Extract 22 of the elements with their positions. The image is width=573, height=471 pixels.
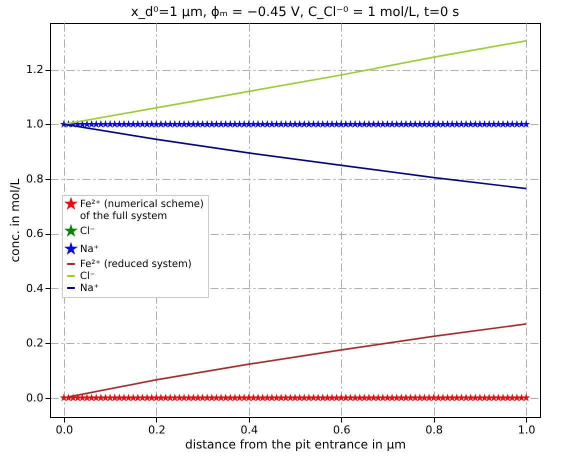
y-tick-label: 1.0 xyxy=(26,118,44,131)
x-tick-label: 0.0 xyxy=(56,424,74,436)
legend-label: Fe²⁺ (numerical scheme) of the full system xyxy=(80,199,204,222)
chart-title: x_d⁰=1 µm, ϕₘ = −0.45 V, C_Cl⁻⁰ = 1 mol/L, t=0 s xyxy=(130,5,460,20)
legend-label: Cl⁻ xyxy=(80,226,96,237)
x-tick-label: 0.4 xyxy=(240,424,258,436)
legend-label: Fe²⁺ (reduced system) xyxy=(80,259,192,270)
legend-label: Na⁺ xyxy=(80,283,99,294)
y-tick-label: 0.6 xyxy=(26,227,44,240)
y-tick-label: 0.2 xyxy=(26,336,44,350)
x-axis-title: distance from the pit entrance in µm xyxy=(185,438,406,452)
legend-label: Na⁺ xyxy=(80,244,99,255)
x-tick-label: 0.6 xyxy=(332,424,350,436)
x-tick-label: 0.8 xyxy=(425,424,443,436)
x-tick-label: 0.2 xyxy=(148,424,166,436)
y-axis-title: conc. in mol/L xyxy=(8,178,22,262)
y-tick-label: 0.0 xyxy=(26,391,44,404)
x-tick-label: 1.0 xyxy=(518,424,536,436)
y-tick-label: 0.4 xyxy=(26,282,44,295)
legend-label: Cl⁻ xyxy=(80,271,96,282)
y-tick-label: 0.8 xyxy=(26,172,44,186)
y-tick-label: 1.2 xyxy=(26,63,44,76)
